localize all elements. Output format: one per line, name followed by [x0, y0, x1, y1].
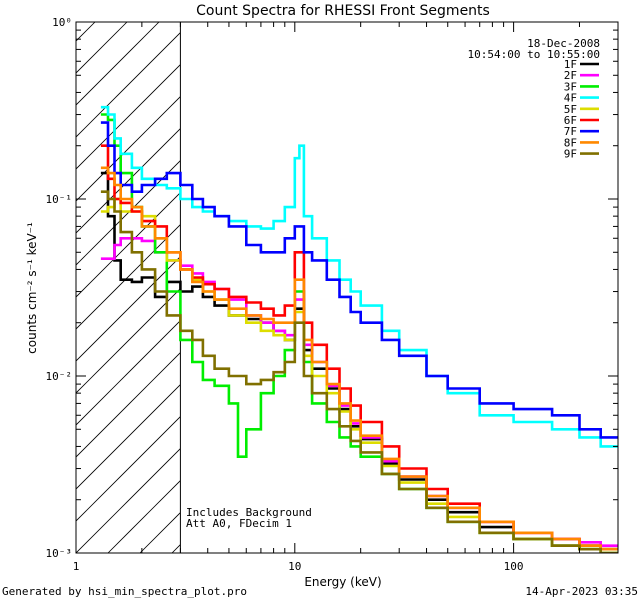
hatch-line: [76, 32, 181, 138]
hatch-line: [76, 288, 181, 394]
timestamp-label: 14-Apr-2023 03:35: [525, 585, 638, 598]
hatch-line: [76, 416, 181, 522]
hatch-line: [76, 64, 181, 170]
annotation-attenuator: Att A0, FDecim 1: [186, 517, 292, 530]
series-7F: [100, 121, 618, 439]
hatch-line: [76, 22, 160, 106]
hatch-line: [588, 22, 640, 553]
y-tick-label: 10⁻³: [46, 547, 73, 560]
legend-label-3F: 3F: [564, 80, 577, 93]
hatch-line: [76, 224, 181, 330]
hatch-line: [236, 22, 640, 553]
y-tick-label: 10⁻¹: [46, 193, 73, 206]
series-9F: [100, 190, 618, 553]
series-8F: [100, 166, 618, 551]
legend-label-4F: 4F: [564, 92, 577, 105]
x-tick-label: 1: [73, 560, 80, 573]
hatch-line: [76, 448, 181, 553]
hatch-line: [76, 352, 181, 458]
legend-label-8F: 8F: [564, 136, 577, 149]
hatch-line: [76, 160, 181, 266]
annotation-background: Includes Background: [186, 506, 312, 519]
legend-label-2F: 2F: [564, 69, 577, 82]
y-tick-label: 10⁰: [52, 16, 72, 29]
hatch-line: [107, 480, 181, 553]
x-tick-label: 10: [288, 560, 301, 573]
hatch-line: [76, 96, 181, 202]
series-4F: [100, 105, 618, 448]
hatch-line: [268, 22, 640, 553]
hatch-line: [524, 22, 640, 553]
hatch-line: [396, 22, 640, 553]
legend-label-6F: 6F: [564, 114, 577, 127]
hatch-line: [76, 192, 181, 298]
chart-title: Count Spectra for RHESSI Front Segments: [196, 3, 490, 19]
x-axis-label: Energy (keV): [304, 575, 381, 589]
series-2F: [100, 237, 618, 547]
hatched-region: [76, 22, 640, 553]
plot-frame: [75, 21, 619, 554]
legend-label-5F: 5F: [564, 103, 577, 116]
legend-label-9F: 9F: [564, 148, 577, 161]
hatch-line: [364, 22, 640, 553]
hatch-line: [332, 22, 640, 553]
hatch-line: [76, 22, 96, 42]
hatch-line: [460, 22, 640, 553]
y-tick-label: 10⁻²: [46, 370, 73, 383]
hatch-line: [428, 22, 640, 553]
x-tick-label: 100: [504, 560, 524, 573]
legend-label-1F: 1F: [564, 58, 577, 71]
series-6F: [100, 144, 618, 551]
hatch-line: [76, 22, 128, 74]
hatch-line: [76, 320, 181, 426]
legend-label-7F: 7F: [564, 125, 577, 138]
date-label: 18-Dec-2008: [527, 37, 600, 50]
generated-by-label: Generated by hsi_min_spectra_plot.pro: [2, 585, 247, 598]
series-1F: [100, 171, 618, 551]
time-range-label: 10:54:00 to 10:55:00: [468, 48, 600, 61]
hatch-line: [76, 256, 181, 362]
hatch-line: [76, 384, 181, 490]
hatch-line: [620, 22, 640, 553]
y-axis-label: counts cm⁻² s⁻¹ keV⁻¹: [25, 222, 39, 354]
series-3F: [100, 113, 618, 553]
